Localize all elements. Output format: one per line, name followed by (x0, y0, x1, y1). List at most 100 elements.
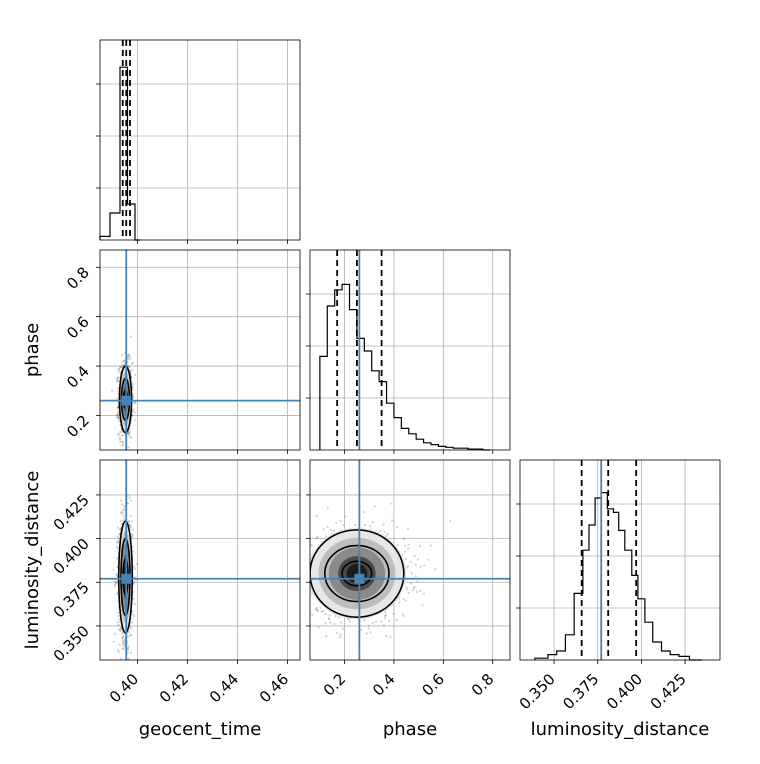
sample-point (131, 546, 134, 549)
sample-point (116, 566, 119, 569)
sample-point (119, 519, 123, 522)
sample-point (401, 553, 405, 556)
sample-point (302, 578, 304, 580)
panel-frame (309, 249, 511, 451)
sample-point (119, 475, 121, 477)
sample-point (328, 614, 331, 617)
sample-point (130, 532, 133, 535)
sample-point (402, 597, 405, 600)
sample-point (285, 553, 287, 555)
sample-point (117, 536, 120, 540)
y-axis-label-luminosity_distance: luminosity_distance (22, 471, 43, 650)
sample-point (132, 383, 135, 386)
sample-point (412, 589, 415, 592)
sample-point (117, 432, 120, 436)
y-axis-label-phase: phase (22, 323, 43, 377)
sample-point (339, 621, 343, 624)
sample-point (112, 640, 115, 643)
sample-point (407, 547, 410, 550)
sample-point (382, 624, 385, 627)
hist-panel-phase (306, 249, 511, 454)
sample-point (122, 512, 125, 515)
sample-point (423, 564, 426, 567)
sample-point (121, 643, 124, 647)
sample-point (384, 613, 388, 617)
sample-point (129, 651, 133, 654)
sample-point (316, 609, 319, 612)
sample-point (375, 620, 378, 623)
sample-point (341, 627, 345, 631)
sample-point (344, 515, 347, 518)
sample-point (406, 527, 410, 530)
sample-point (116, 413, 119, 416)
sample-point (304, 557, 306, 559)
sample-point (315, 515, 318, 518)
sample-point (130, 520, 133, 523)
sample-point (118, 643, 121, 646)
sample-point (117, 367, 120, 371)
sample-point (133, 602, 137, 606)
sample-point (133, 567, 136, 570)
sample-point (316, 536, 319, 539)
sample-point (121, 639, 124, 642)
sample-point (121, 647, 124, 650)
sample-point (396, 543, 399, 547)
panel-content (285, 460, 510, 660)
sample-point (127, 432, 130, 435)
sample-point (126, 361, 129, 364)
sample-point (113, 583, 116, 586)
sample-point (302, 597, 304, 599)
sample-point (384, 617, 387, 620)
sample-point (115, 573, 118, 576)
sample-point (363, 511, 366, 514)
sample-point (121, 636, 124, 639)
sample-point (129, 514, 132, 518)
sample-point (127, 356, 130, 359)
sample-point (117, 433, 120, 436)
sample-point (122, 359, 125, 363)
sample-point (122, 641, 125, 644)
sample-point (118, 365, 122, 368)
sample-point (382, 523, 385, 526)
sample-point (419, 565, 422, 568)
sample-point (403, 550, 407, 553)
sample-point (123, 505, 126, 508)
sample-point (380, 620, 383, 623)
sample-point (116, 415, 120, 419)
sample-point (117, 624, 120, 627)
sample-point (130, 436, 133, 440)
sample-point (120, 361, 124, 364)
sample-point (132, 665, 134, 667)
sample-point (122, 634, 125, 638)
sample-point (128, 435, 131, 438)
sample-point (119, 440, 122, 444)
sample-point (116, 541, 120, 544)
sample-point (307, 595, 309, 597)
sample-point (383, 611, 387, 614)
y-tick-label: 0.2 (63, 412, 93, 442)
sample-point (449, 520, 452, 523)
sample-point (121, 365, 124, 368)
panel-content (100, 250, 300, 477)
sample-point (315, 536, 318, 540)
sample-point (115, 535, 119, 538)
sample-point (363, 619, 366, 622)
sample-point (129, 626, 133, 630)
panel-content (100, 460, 300, 667)
sample-point (369, 631, 372, 634)
sample-point (116, 557, 119, 560)
sample-point (339, 519, 342, 523)
sample-point (303, 612, 305, 614)
contour-line (324, 544, 390, 603)
sample-point (120, 430, 124, 433)
x-tick-label: 0.44 (206, 670, 242, 706)
sample-point (412, 587, 415, 590)
sample-point (118, 436, 121, 440)
sample-point (132, 597, 135, 600)
sample-point (324, 535, 327, 538)
sample-point (422, 592, 426, 595)
sample-point (127, 364, 130, 368)
sample-point (379, 530, 382, 533)
histogram-phase (319, 283, 491, 451)
